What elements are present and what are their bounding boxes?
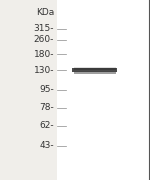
Text: KDa: KDa [36, 8, 54, 17]
Text: 260-: 260- [34, 35, 54, 44]
Text: 62-: 62- [39, 122, 54, 130]
Text: 78-: 78- [39, 103, 54, 112]
Bar [74, 72, 116, 74]
Text: 95-: 95- [39, 86, 54, 94]
Text: 130-: 130- [33, 66, 54, 75]
Text: 315-: 315- [33, 24, 54, 33]
Bar [74, 67, 116, 70]
Text: 180-: 180- [33, 50, 54, 59]
Text: 43-: 43- [39, 141, 54, 150]
Bar [74, 71, 116, 74]
Bar [74, 68, 116, 70]
Bar [57, 0, 150, 180]
Bar [72, 68, 117, 72]
